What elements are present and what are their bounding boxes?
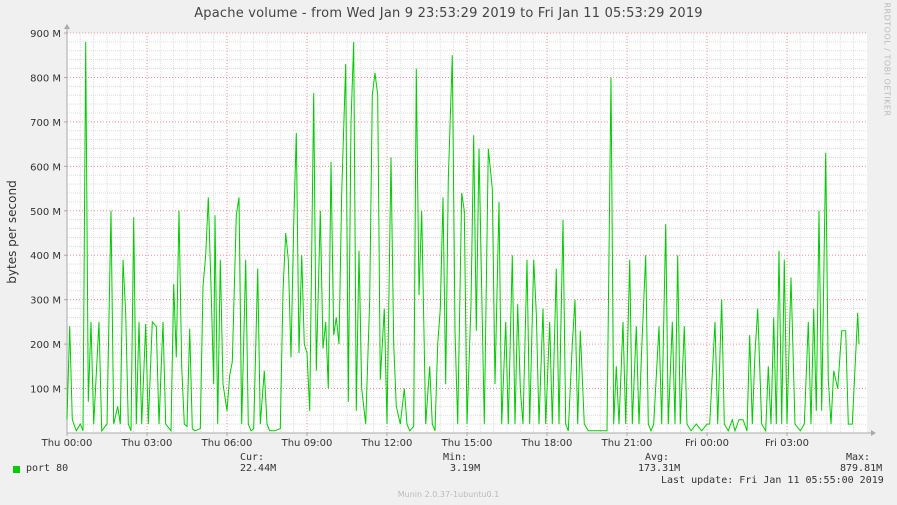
x-tick-label: Thu 18:00 [521, 438, 573, 449]
y-tick-label: 700 M [30, 118, 61, 129]
y-tick-label: 800 M [30, 73, 61, 84]
x-tick-label: Thu 00:00 [41, 438, 93, 449]
y-tick-label: 900 M [30, 29, 61, 40]
x-axis-arrow [871, 430, 876, 436]
y-tick-label: 300 M [30, 296, 61, 307]
x-tick-label: Thu 09:00 [281, 438, 333, 449]
x-tick-label: Thu 15:00 [441, 438, 493, 449]
y-tick-label: 400 M [30, 251, 61, 262]
y-tick-label: 600 M [30, 162, 61, 173]
legend-cur-label: Cur: [240, 452, 265, 463]
y-tick-label: 200 M [30, 340, 61, 351]
footer-version: Munin 2.0.37-1ubuntu0.1 [397, 490, 500, 499]
x-tick-label: Thu 03:00 [121, 438, 173, 449]
legend-swatch [13, 466, 20, 473]
legend-avg-value: 173.31M [638, 463, 681, 474]
legend-min-value: 3.19M [450, 463, 481, 474]
legend-cur-value: 22.44M [240, 463, 277, 474]
y-tick-label: 500 M [30, 207, 61, 218]
legend-avg-label: Avg: [645, 452, 670, 463]
legend-min-label: Min: [443, 452, 468, 463]
y-axis-arrow [64, 24, 70, 29]
x-tick-label: Thu 06:00 [201, 438, 253, 449]
x-tick-label: Thu 21:00 [601, 438, 653, 449]
last-update: Last update: Fri Jan 11 05:55:00 2019 [661, 475, 884, 486]
legend-max-value: 879.81M [840, 463, 883, 474]
page-title: Apache volume - from Wed Jan 9 23:53:29 … [194, 6, 703, 21]
x-tick-label: Fri 03:00 [765, 438, 809, 449]
y-tick-label: 100 M [30, 385, 61, 396]
x-tick-label: Thu 12:00 [361, 438, 413, 449]
legend-series-name: port 80 [26, 463, 69, 474]
x-tick-label: Fri 00:00 [685, 438, 729, 449]
series-line-port-80 [66, 41, 860, 433]
legend-max-label: Max: [846, 452, 871, 463]
